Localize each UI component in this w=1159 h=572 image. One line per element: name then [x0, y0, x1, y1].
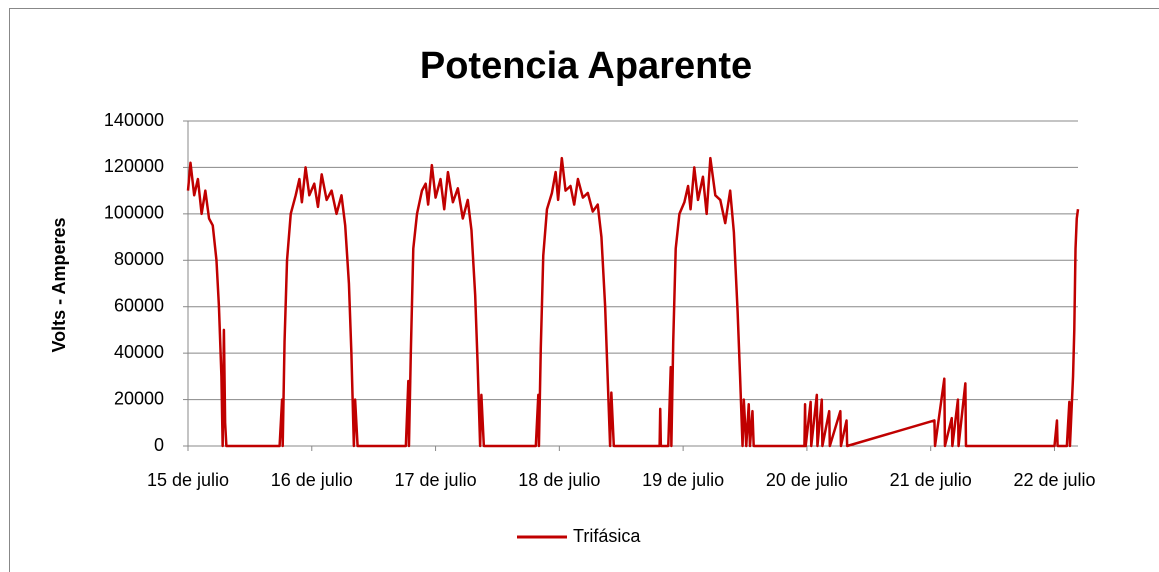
- y-tick-label: 140000: [104, 110, 164, 130]
- series-line: [186, 156, 1080, 448]
- y-tick-label: 120000: [104, 156, 164, 176]
- y-tick-label: 0: [154, 435, 164, 455]
- x-tick-label: 21 de julio: [890, 470, 972, 490]
- y-tick-label: 40000: [114, 342, 164, 362]
- x-tick-label: 17 de julio: [395, 470, 477, 490]
- y-tick-label: 60000: [114, 295, 164, 315]
- y-tick-label: 100000: [104, 203, 164, 223]
- x-tick-label: 20 de julio: [766, 470, 848, 490]
- x-tick-label: 15 de julio: [147, 470, 229, 490]
- x-tick-label: 22 de julio: [1013, 470, 1095, 490]
- y-tick-label: 80000: [114, 249, 164, 269]
- x-tick-label: 18 de julio: [518, 470, 600, 490]
- x-tick-label: 19 de julio: [642, 470, 724, 490]
- y-tick-label: 20000: [114, 388, 164, 408]
- chart-title: Potencia Aparente: [420, 45, 752, 87]
- chart-frame: [9, 8, 1159, 572]
- x-tick-label: 16 de julio: [271, 470, 353, 490]
- y-axis-label: Volts - Amperes: [49, 217, 69, 352]
- legend-label: Trifásica: [573, 526, 641, 546]
